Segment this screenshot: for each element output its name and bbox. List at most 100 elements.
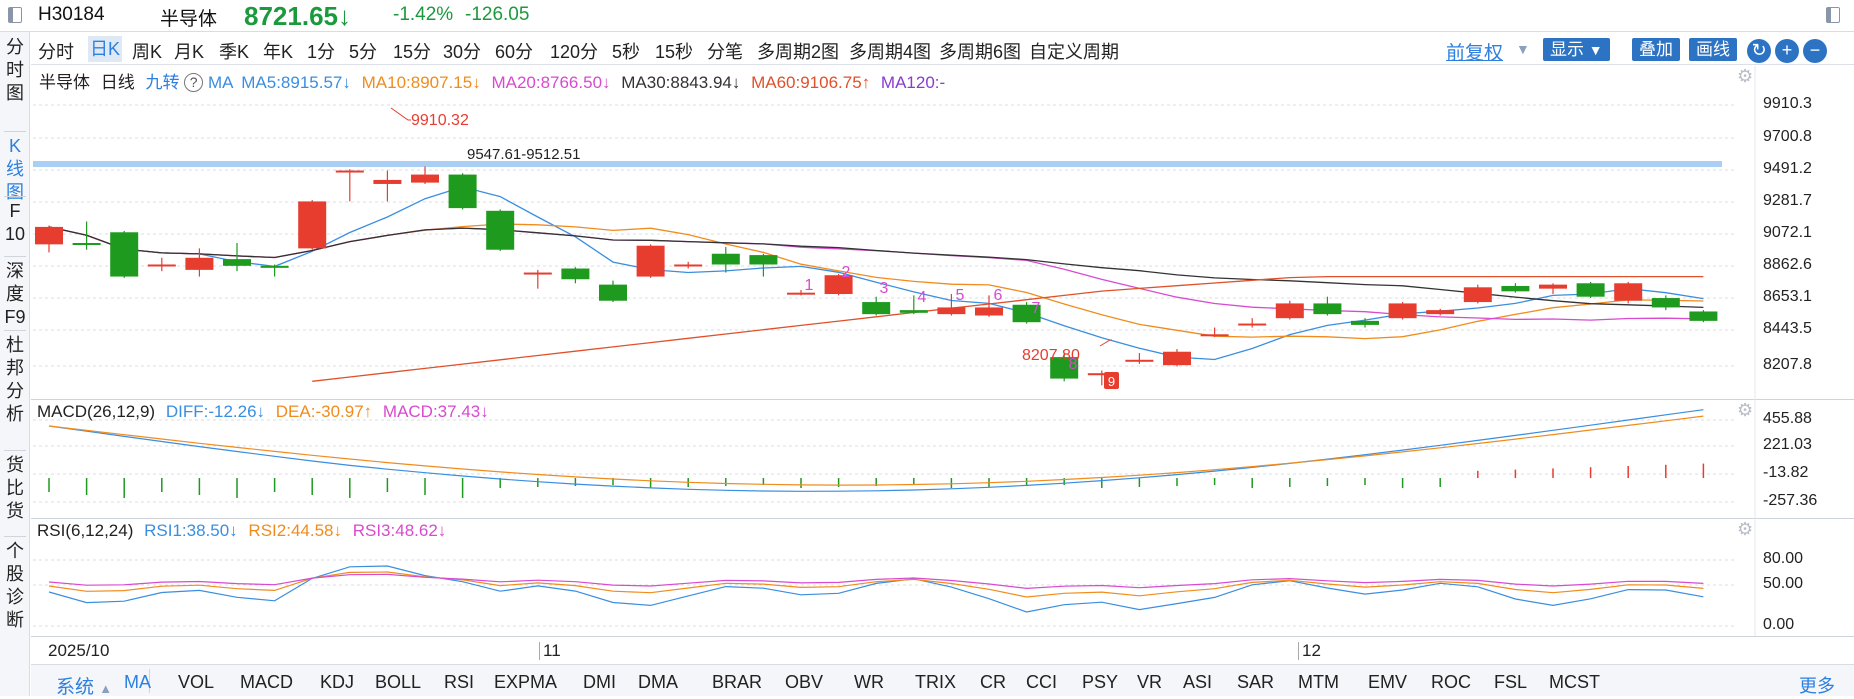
indicator-boll[interactable]: BOLL — [375, 672, 422, 692]
candle[interactable] — [1012, 302, 1041, 324]
candle[interactable] — [260, 264, 289, 277]
zoom-in-icon[interactable]: + — [1775, 39, 1799, 63]
indicator-sar[interactable]: SAR — [1237, 672, 1275, 692]
candle[interactable] — [1426, 308, 1455, 316]
indicator-expma[interactable]: EXPMA — [494, 672, 558, 692]
tab-18[interactable]: 自定义周期 — [1029, 42, 1119, 62]
legend-nine-turn[interactable]: 九转 — [145, 73, 180, 92]
candle[interactable] — [1125, 353, 1154, 364]
sidebar-item-0[interactable]: 分时图 — [0, 36, 30, 105]
help-icon[interactable]: ? — [184, 73, 204, 92]
candle[interactable] — [674, 261, 703, 269]
indicator-brar[interactable]: BRAR — [712, 672, 763, 692]
candle[interactable] — [411, 166, 439, 184]
tab-7[interactable]: 5分 — [349, 42, 378, 62]
indicator-mcst[interactable]: MCST — [1549, 672, 1600, 692]
candle[interactable] — [523, 269, 552, 289]
zoom-out-icon[interactable]: − — [1803, 39, 1827, 63]
indicator-emv[interactable]: EMV — [1368, 672, 1408, 692]
candle[interactable] — [1200, 327, 1229, 337]
tab-17[interactable]: 多周期6图 — [939, 42, 1022, 62]
indicator-cr[interactable]: CR — [980, 672, 1006, 692]
toggle-right-panel-icon[interactable] — [1826, 7, 1840, 23]
candle[interactable] — [448, 173, 477, 210]
candle[interactable] — [110, 230, 139, 278]
indicator-asi[interactable]: ASI — [1183, 672, 1213, 692]
candle[interactable] — [185, 248, 214, 277]
candle[interactable] — [749, 253, 778, 277]
refresh-icon[interactable]: ↻ — [1747, 39, 1771, 63]
candle[interactable] — [1163, 349, 1191, 367]
candle[interactable] — [1275, 300, 1304, 320]
tab-3[interactable]: 月K — [174, 42, 205, 62]
candle[interactable] — [1689, 310, 1718, 323]
tab-6[interactable]: 1分 — [307, 42, 336, 62]
indicator-dmi[interactable]: DMI — [583, 672, 616, 692]
system-indicators-select[interactable]: 系统 ▲ — [56, 672, 112, 699]
candle[interactable] — [1313, 296, 1342, 316]
indicator-obv[interactable]: OBV — [785, 672, 824, 692]
sidebar-item-6[interactable]: 个股诊断 — [0, 540, 30, 632]
tab-14[interactable]: 分笔 — [707, 42, 743, 62]
candle[interactable] — [561, 267, 590, 284]
candle[interactable] — [1463, 284, 1492, 304]
tab-5[interactable]: 年K — [263, 42, 294, 62]
candle[interactable] — [35, 225, 63, 253]
indicator-kdj[interactable]: KDJ — [320, 672, 355, 692]
tab-4[interactable]: 季K — [219, 42, 250, 62]
indicator-macd[interactable]: MACD — [240, 672, 293, 692]
tab-11[interactable]: 120分 — [550, 42, 599, 62]
candle[interactable] — [1651, 295, 1680, 311]
indicator-cci[interactable]: CCI — [1026, 672, 1057, 692]
sidebar-item-2[interactable]: F 10 — [0, 200, 30, 246]
tab-16[interactable]: 多周期4图 — [849, 42, 932, 62]
candle[interactable] — [1539, 283, 1567, 295]
candle[interactable] — [373, 170, 402, 202]
candle[interactable] — [335, 169, 364, 202]
candle[interactable] — [937, 294, 966, 316]
tab-12[interactable]: 5秒 — [612, 42, 641, 62]
candle[interactable] — [486, 209, 515, 252]
sidebar-item-4[interactable]: 杜邦分析 — [0, 334, 30, 426]
indicator-psy[interactable]: PSY — [1082, 672, 1119, 692]
indicator-vr[interactable]: VR — [1137, 672, 1163, 692]
candle[interactable] — [1501, 283, 1530, 293]
indicator-ma[interactable]: MA — [124, 672, 151, 692]
candle[interactable] — [1050, 353, 1079, 382]
sidebar-item-3[interactable]: 深度 F9 — [0, 260, 30, 329]
candle[interactable] — [599, 280, 627, 303]
overlay-button[interactable]: 叠加 — [1632, 38, 1680, 61]
indicator-roc[interactable]: ROC — [1431, 672, 1471, 692]
macd-settings-gear-icon[interactable]: ⚙ — [1737, 400, 1754, 420]
tab-8[interactable]: 15分 — [393, 42, 432, 62]
toggle-left-panel-icon[interactable] — [8, 7, 22, 23]
candle[interactable] — [787, 289, 815, 296]
candle[interactable] — [72, 221, 101, 250]
candle[interactable] — [1238, 318, 1267, 328]
tab-15[interactable]: 多周期2图 — [757, 42, 840, 62]
candle[interactable] — [1614, 281, 1643, 304]
candle[interactable] — [298, 200, 327, 250]
candle[interactable] — [899, 295, 928, 315]
indicator-wr[interactable]: WR — [854, 672, 884, 692]
draw-line-button[interactable]: 画线 — [1689, 38, 1737, 61]
candle[interactable] — [223, 243, 251, 272]
indicator-vol[interactable]: VOL — [178, 672, 215, 692]
adjust-mode-select[interactable]: 前复权 — [1446, 43, 1504, 64]
candle[interactable] — [636, 244, 665, 278]
tab-2[interactable]: 周K — [132, 42, 163, 62]
rsi-settings-gear-icon[interactable]: ⚙ — [1737, 519, 1754, 539]
indicator-dma[interactable]: DMA — [638, 672, 678, 692]
tab-1[interactable]: 日K — [88, 36, 123, 62]
candle[interactable] — [147, 257, 176, 272]
main-settings-gear-icon[interactable]: ⚙ — [1737, 66, 1754, 86]
candle[interactable] — [1388, 302, 1417, 320]
candle[interactable] — [862, 296, 891, 316]
candle[interactable] — [975, 295, 1003, 317]
display-button[interactable]: 显示 ▼ — [1543, 38, 1610, 61]
indicator-rsi[interactable]: RSI — [444, 672, 475, 692]
candle[interactable] — [1351, 318, 1379, 328]
tab-9[interactable]: 30分 — [443, 42, 482, 62]
